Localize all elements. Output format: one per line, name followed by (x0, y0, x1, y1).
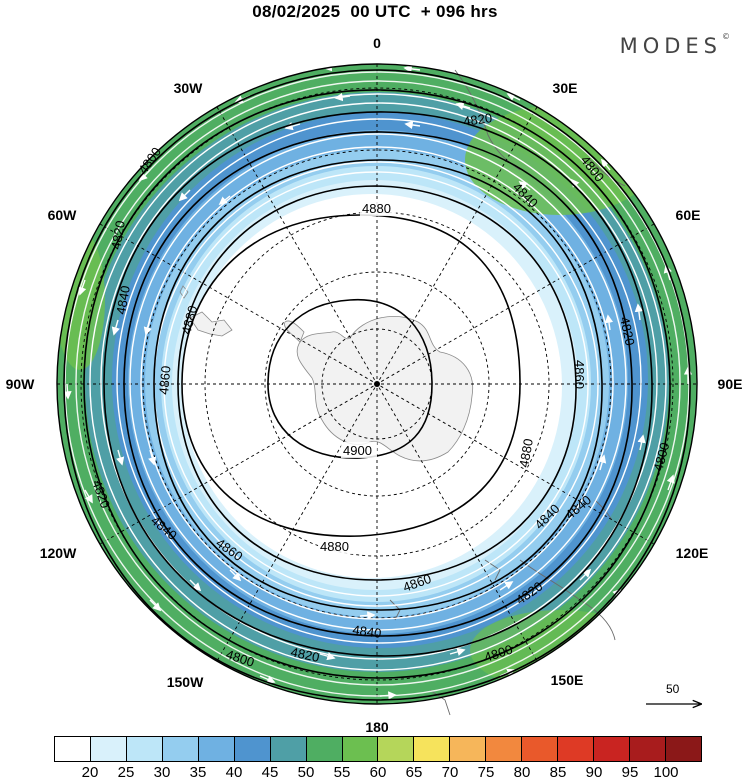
modes-logo: MODES© (619, 32, 730, 58)
polar-map: 4900 4880 4880 4880 4880 4860 4860 4860 … (56, 62, 698, 716)
colorbar-cell (198, 737, 235, 761)
colorbar-tick-label: 90 (585, 764, 603, 781)
contour-label: 4900 (343, 443, 372, 458)
lon-label-60e: 60E (675, 207, 701, 223)
lon-label-30w: 30W (173, 80, 203, 96)
colorbar-tick-label: 35 (189, 764, 207, 781)
lon-label-90w: 90W (5, 376, 35, 392)
colorbar-tick-label: 80 (513, 764, 531, 781)
contour-label: 4880 (320, 539, 349, 554)
colorbar-tick-label: 65 (405, 764, 423, 781)
colorbar-cell (414, 737, 451, 761)
colorbar-cell (558, 737, 595, 761)
green-patch-w (57, 230, 105, 370)
contour-label: 4840 (352, 622, 383, 641)
contour-label: 4840 (113, 284, 133, 315)
contour-label: 4880 (178, 304, 200, 336)
contour-label: 4820 (289, 644, 320, 665)
lon-label-180: 180 (365, 719, 389, 735)
lon-label-120w: 120W (39, 545, 77, 561)
peninsula-islands (189, 311, 233, 337)
contour-label: 4880 (516, 437, 536, 468)
colorbar-cell (522, 737, 559, 761)
contour-label: 4820 (108, 219, 128, 250)
colorbar-tick-label: 70 (441, 764, 459, 781)
colorbar-tick-label: 25 (117, 764, 135, 781)
colorbar-tick-label: 50 (297, 764, 315, 781)
colorbar-tick-label: 40 (225, 764, 243, 781)
lon-label-120e: 120E (675, 545, 709, 561)
colorbar-tick-label: 45 (261, 764, 279, 781)
colorbar-cell (270, 737, 307, 761)
height-contours (63, 69, 691, 701)
colorbar-ticks: 20 25 30 35 40 45 50 55 60 65 70 75 80 85 90 95 100 (54, 764, 702, 782)
lon-label-150e: 150E (550, 672, 584, 688)
colorbar-tick-label: 20 (81, 764, 99, 781)
colorbar-tick-label: 100 (653, 764, 679, 781)
lon-label-150w: 150W (166, 674, 204, 690)
colorbar-cell (55, 737, 91, 761)
reference-vector-label: 50 (666, 682, 680, 696)
colorbar-tick-label: 75 (477, 764, 495, 781)
colorbar-cell (378, 737, 415, 761)
lon-label-90e: 90E (717, 376, 743, 392)
colorbar-cell (665, 737, 701, 761)
colorbar-cell (594, 737, 630, 761)
colorbar-cell (90, 737, 127, 761)
colorbar-cell (486, 737, 523, 761)
colorbar-cell (162, 737, 199, 761)
colorbar-cell (126, 737, 163, 761)
lon-label-30e: 30E (552, 80, 578, 96)
colorbar-tick-label: 55 (333, 764, 351, 781)
colorbar-cell (450, 737, 487, 761)
colorbar-cell (306, 737, 343, 761)
colorbar-tick-label: 30 (153, 764, 171, 781)
chart-title: 08/02/2025 00 UTC + 096 hrs (252, 2, 498, 21)
lon-label-60w: 60W (47, 207, 77, 223)
reference-vector: 50 (646, 682, 710, 720)
stream-arrows (63, 62, 693, 700)
lon-label-0: 0 (373, 35, 381, 51)
contour-label: 4820 (617, 316, 638, 347)
wind-streamlines (64, 71, 690, 697)
contour-label: 4820 (462, 110, 493, 129)
colorbar-tick-label: 95 (621, 764, 639, 781)
colorbar-cell (234, 737, 271, 761)
contour-label: 4880 (362, 201, 391, 216)
colorbar (54, 736, 702, 762)
colorbar-tick-label: 85 (549, 764, 567, 781)
colorbar-cell (342, 737, 379, 761)
map-border (56, 63, 698, 705)
contour-label: 4800 (650, 441, 672, 473)
contour-label: 4860 (156, 365, 173, 395)
contour-label: 4860 (572, 360, 587, 389)
colorbar-tick-label: 60 (369, 764, 387, 781)
colorbar-cell (630, 737, 666, 761)
